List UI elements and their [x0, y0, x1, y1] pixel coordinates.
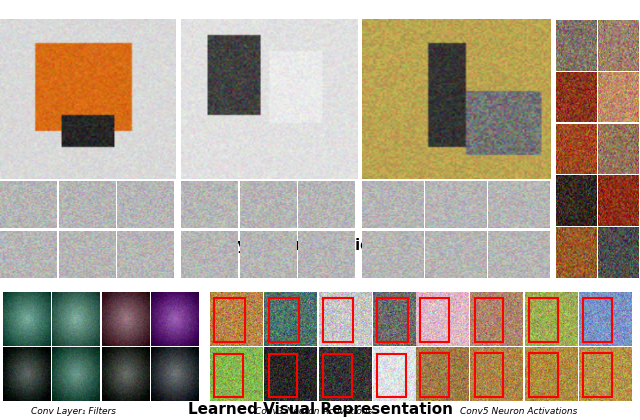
Text: Learned Visual Representation: Learned Visual Representation	[188, 402, 452, 417]
Text: Physical Interaction Data: Physical Interaction Data	[216, 238, 424, 253]
Text: Conv5 Neuron Activations: Conv5 Neuron Activations	[460, 407, 577, 415]
Text: Grasping: Grasping	[3, 158, 53, 168]
Text: Conv Layer₁ Filters: Conv Layer₁ Filters	[31, 407, 116, 415]
Text: Pushing: Pushing	[184, 158, 228, 168]
Text: Poking: Poking	[365, 23, 400, 33]
Text: Conv3 Neuron Activations: Conv3 Neuron Activations	[255, 407, 372, 415]
